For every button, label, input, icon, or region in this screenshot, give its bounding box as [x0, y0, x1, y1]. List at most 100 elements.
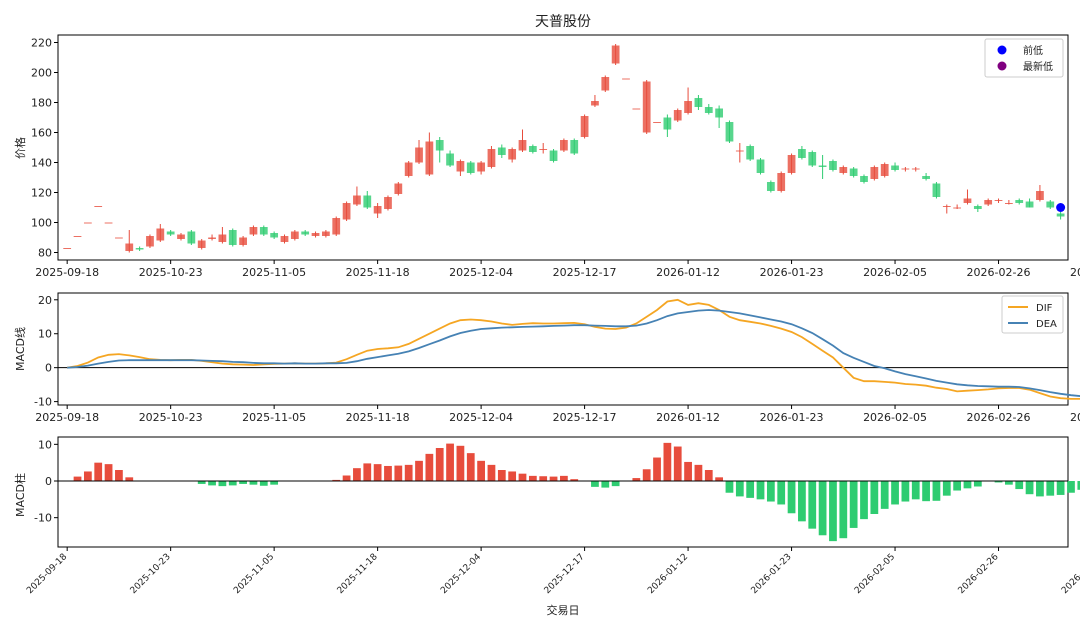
candle-body-91: [1004, 203, 1013, 204]
price-xtick-label-5: 2025-12-17: [553, 266, 617, 279]
hist-bar-68: [766, 481, 775, 502]
candle-body-2: [83, 222, 92, 224]
hist-xtick-label-7: 2026-01-23: [750, 552, 794, 596]
hist-bar-42: [497, 470, 506, 481]
candle-body-69: [777, 173, 786, 191]
candle-body-25: [322, 231, 330, 236]
hist-xtick-label-0: 2025-09-18: [25, 552, 69, 596]
hist-bar-75: [839, 481, 848, 539]
hist-bar-98: [1077, 481, 1080, 490]
hist-bar-59: [673, 446, 682, 481]
dea-line: [67, 309, 1080, 397]
candle-body-14: [208, 237, 216, 239]
candle-body-4: [104, 222, 113, 224]
macd-legend-label-1: DEA: [1036, 319, 1057, 330]
hist-bar-32: [394, 465, 403, 481]
hist-bar-92: [1015, 481, 1024, 490]
candle-body-8: [146, 236, 154, 247]
price-legend-marker-1: [997, 61, 1007, 71]
price-ytick-label-1: 100: [31, 217, 52, 230]
hist-bar-91: [1004, 481, 1013, 485]
price-ytick-label-2: 120: [31, 187, 52, 200]
price-ytick-label-5: 180: [31, 97, 52, 110]
candle-body-0: [63, 248, 72, 249]
hist-bar-16: [228, 481, 237, 486]
candle-body-84: [932, 183, 941, 197]
candle-body-96: [1056, 213, 1065, 217]
hist-bar-30: [373, 464, 382, 481]
candle-body-51: [591, 101, 599, 106]
hist-bar-61: [694, 464, 703, 481]
hist-bar-20: [270, 481, 279, 485]
x-axis-label: 交易日: [547, 603, 580, 617]
hist-bar-13: [197, 481, 206, 484]
histogram-panel: -10 0 10 2025-09-18 2025-10-23 2025-11-05 2025…: [25, 436, 1080, 596]
hist-xtick-label-1: 2025-10-23: [129, 552, 173, 596]
candle-body-30: [373, 206, 382, 214]
hist-bar-31: [384, 465, 392, 481]
candle-body-1: [73, 236, 82, 237]
candle-body-65: [735, 150, 744, 152]
candle-body-36: [435, 140, 444, 151]
candle-body-43: [508, 149, 517, 160]
candle-body-37: [446, 153, 454, 166]
price-ytick-label-6: 200: [31, 67, 52, 80]
macd-xtick-label-7: 2026-01-23: [760, 411, 824, 424]
candle-body-63: [715, 108, 724, 118]
chart-title: 天普股份: [535, 14, 591, 30]
hist-bar-2: [83, 471, 92, 481]
hist-bar-1: [73, 476, 82, 481]
candle-body-47: [549, 150, 558, 161]
candle-body-29: [363, 195, 372, 208]
candle-body-38: [456, 161, 465, 172]
hist-bar-34: [415, 460, 423, 481]
hist-bar-55: [632, 478, 641, 481]
candle-body-71: [798, 149, 806, 158]
candle-body-21: [280, 236, 289, 242]
candle-body-64: [725, 122, 734, 142]
hist-bar-70: [787, 481, 796, 514]
histogram-y-axis-label: MACD柱: [13, 473, 27, 517]
hist-bar-83: [922, 481, 930, 502]
hist-bar-38: [456, 445, 465, 481]
candle-body-87: [963, 198, 972, 203]
hist-xtick-label-3: 2025-11-18: [336, 552, 380, 596]
hist-bar-85: [942, 481, 951, 496]
candle-body-79: [880, 164, 889, 176]
marker-0: [1056, 203, 1066, 212]
hist-bar-88: [973, 481, 982, 487]
hist-bar-39: [466, 453, 475, 481]
candle-body-77: [860, 176, 868, 182]
price-ytick-label-4: 160: [31, 127, 52, 140]
hist-bar-46: [539, 476, 548, 481]
price-xtick-label-4: 2025-12-04: [449, 266, 513, 279]
candle-body-23: [301, 231, 310, 235]
macd-legend-label-0: DIF: [1036, 303, 1053, 314]
hist-bar-36: [435, 448, 444, 481]
hist-bar-94: [1036, 481, 1044, 497]
candle-body-45: [528, 146, 537, 152]
hist-bar-4: [104, 464, 113, 481]
hist-bar-18: [249, 481, 258, 485]
macd-xtick-label-6: 2026-01-12: [656, 411, 720, 424]
candle-body-41: [487, 149, 496, 167]
hist-bar-19: [259, 481, 268, 486]
macd-xtick-label-9: 2026-02-26: [967, 411, 1031, 424]
hist-bar-35: [425, 453, 434, 481]
hist-bar-26: [332, 479, 341, 481]
hist-bar-58: [663, 442, 672, 481]
hist-bar-48: [560, 475, 568, 481]
candle-body-67: [756, 159, 765, 173]
hist-bar-41: [487, 464, 496, 481]
candle-body-68: [766, 182, 775, 191]
price-xtick-label-1: 2025-10-23: [139, 266, 203, 279]
candle-body-89: [984, 200, 993, 205]
hist-bar-45: [528, 475, 537, 481]
hist-bar-33: [404, 464, 413, 481]
candle-body-7: [135, 248, 144, 250]
price-xtick-label-9: 2026-02-26: [967, 266, 1031, 279]
hist-bar-79: [880, 481, 889, 509]
hist-xtick-label-4: 2025-12-04: [439, 552, 483, 596]
candle-body-3: [94, 206, 103, 207]
hist-bar-47: [549, 476, 558, 481]
